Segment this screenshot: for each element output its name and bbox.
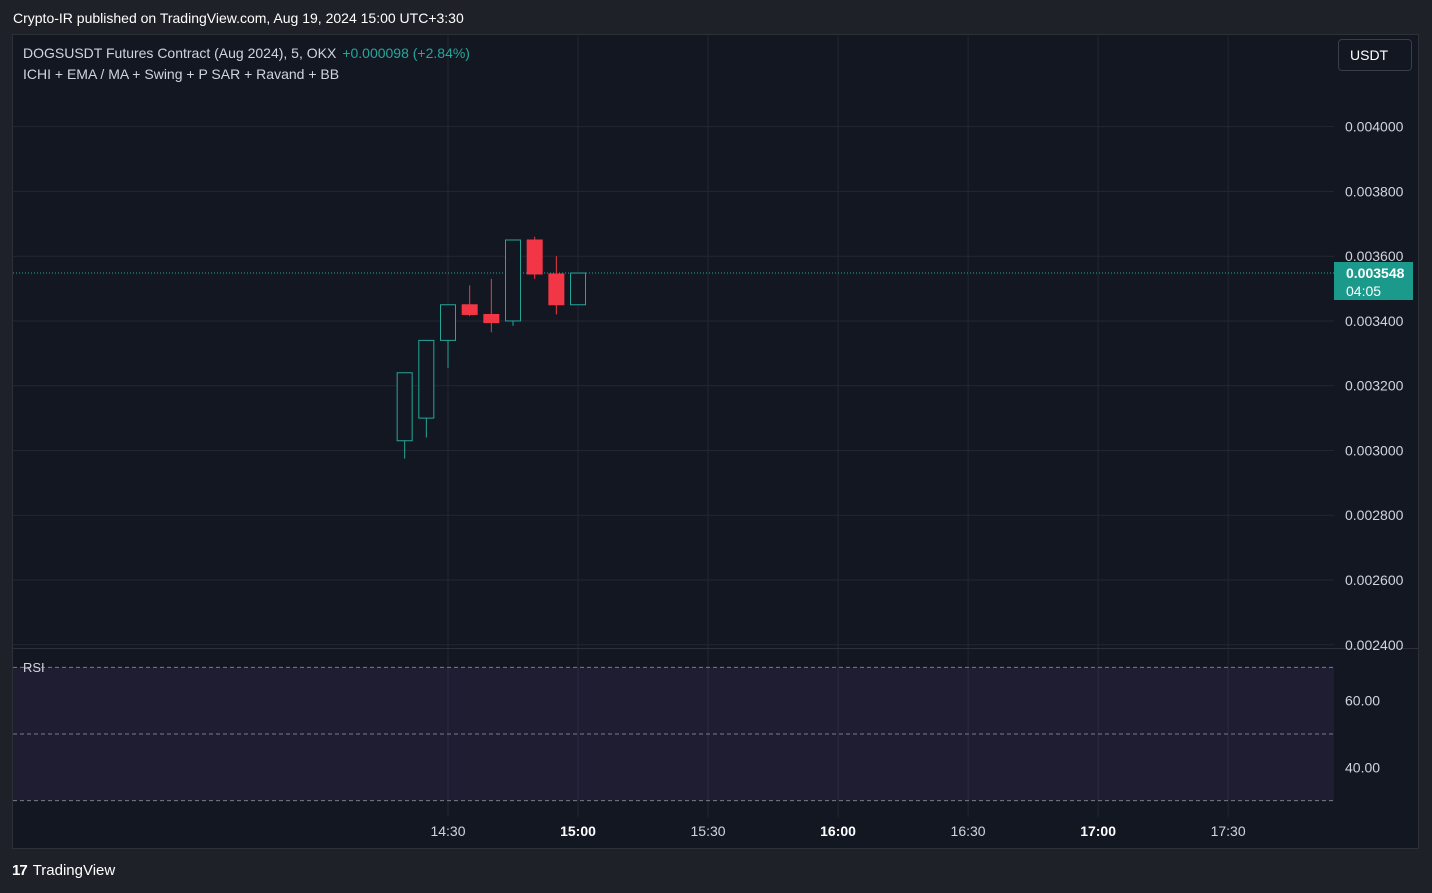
price-tick-label: 0.002800 bbox=[1345, 507, 1404, 523]
chart-frame[interactable] bbox=[12, 34, 1419, 849]
time-tick-label: 17:30 bbox=[1211, 823, 1246, 839]
publisher-line: Crypto-IR published on TradingView.com, … bbox=[13, 10, 464, 26]
indicator-legend[interactable]: ICHI + EMA / MA + Swing + P SAR + Ravand… bbox=[23, 66, 340, 82]
candle[interactable] bbox=[505, 239, 522, 326]
time-tick-label: 16:30 bbox=[951, 823, 986, 839]
tradingview-logo[interactable]: 17 TradingView bbox=[12, 862, 115, 879]
price-tick-label: 0.003600 bbox=[1345, 248, 1404, 264]
candle-body bbox=[461, 304, 478, 315]
time-tick-label: 14:30 bbox=[430, 823, 465, 839]
price-tick-label: 0.003400 bbox=[1345, 313, 1404, 329]
candle-body bbox=[396, 372, 413, 442]
candle[interactable] bbox=[461, 285, 478, 317]
time-axis: 14:30 15:00 15:30 16:00 16:30 17:00 17:30 bbox=[430, 823, 1245, 839]
rsi-tick-label: 60.00 bbox=[1345, 693, 1380, 709]
price-tick-label: 0.003000 bbox=[1345, 442, 1404, 458]
symbol-title: DOGSUSDT Futures Contract (Aug 2024), 5,… bbox=[23, 45, 337, 61]
time-tick-label: 16:00 bbox=[820, 823, 856, 839]
price-tick-label: 0.004000 bbox=[1345, 119, 1404, 135]
candle-body bbox=[483, 313, 500, 324]
grid-lines bbox=[13, 36, 1418, 817]
rsi-label[interactable]: RSI bbox=[23, 660, 45, 675]
candle[interactable] bbox=[548, 256, 565, 315]
candle[interactable] bbox=[526, 236, 543, 279]
time-tick-label: 15:30 bbox=[691, 823, 726, 839]
rsi-tick-label: 40.00 bbox=[1345, 759, 1380, 775]
candle[interactable] bbox=[396, 372, 413, 459]
price-tick-label: 0.003200 bbox=[1345, 378, 1404, 394]
symbol-legend[interactable]: DOGSUSDT Futures Contract (Aug 2024), 5,… bbox=[23, 45, 470, 61]
candle-body bbox=[570, 272, 587, 306]
currency-button[interactable]: USDT bbox=[1338, 39, 1412, 71]
candle-body bbox=[440, 304, 456, 341]
candle-body bbox=[548, 273, 565, 306]
rsi-pane: 60.00 40.00 bbox=[13, 666, 1380, 802]
price-tick-label: 0.002600 bbox=[1345, 572, 1404, 588]
candle-body bbox=[418, 339, 435, 419]
last-price-label: 0.003548 04:05 bbox=[1334, 262, 1413, 300]
tradingview-brand-text: TradingView bbox=[32, 862, 116, 879]
candle-body bbox=[526, 239, 543, 275]
candle[interactable] bbox=[440, 304, 456, 368]
price-axis: 0.004000 0.003800 0.003600 0.003400 0.003200… bbox=[1345, 119, 1404, 653]
candle[interactable] bbox=[483, 278, 500, 333]
candle[interactable] bbox=[418, 339, 435, 438]
last-price-value: 0.003548 bbox=[1346, 265, 1405, 281]
time-tick-label: 15:00 bbox=[560, 823, 596, 839]
bar-countdown: 04:05 bbox=[1346, 283, 1382, 299]
price-change: +0.000098 (+2.84%) bbox=[342, 45, 470, 61]
price-tick-label: 0.003800 bbox=[1345, 183, 1404, 199]
candles bbox=[396, 236, 587, 459]
time-tick-label: 17:00 bbox=[1080, 823, 1116, 839]
candle[interactable] bbox=[570, 272, 587, 306]
candle-body bbox=[505, 239, 522, 322]
price-tick-label: 0.002400 bbox=[1345, 637, 1404, 653]
tradingview-logo-icon: 17 bbox=[12, 862, 28, 879]
